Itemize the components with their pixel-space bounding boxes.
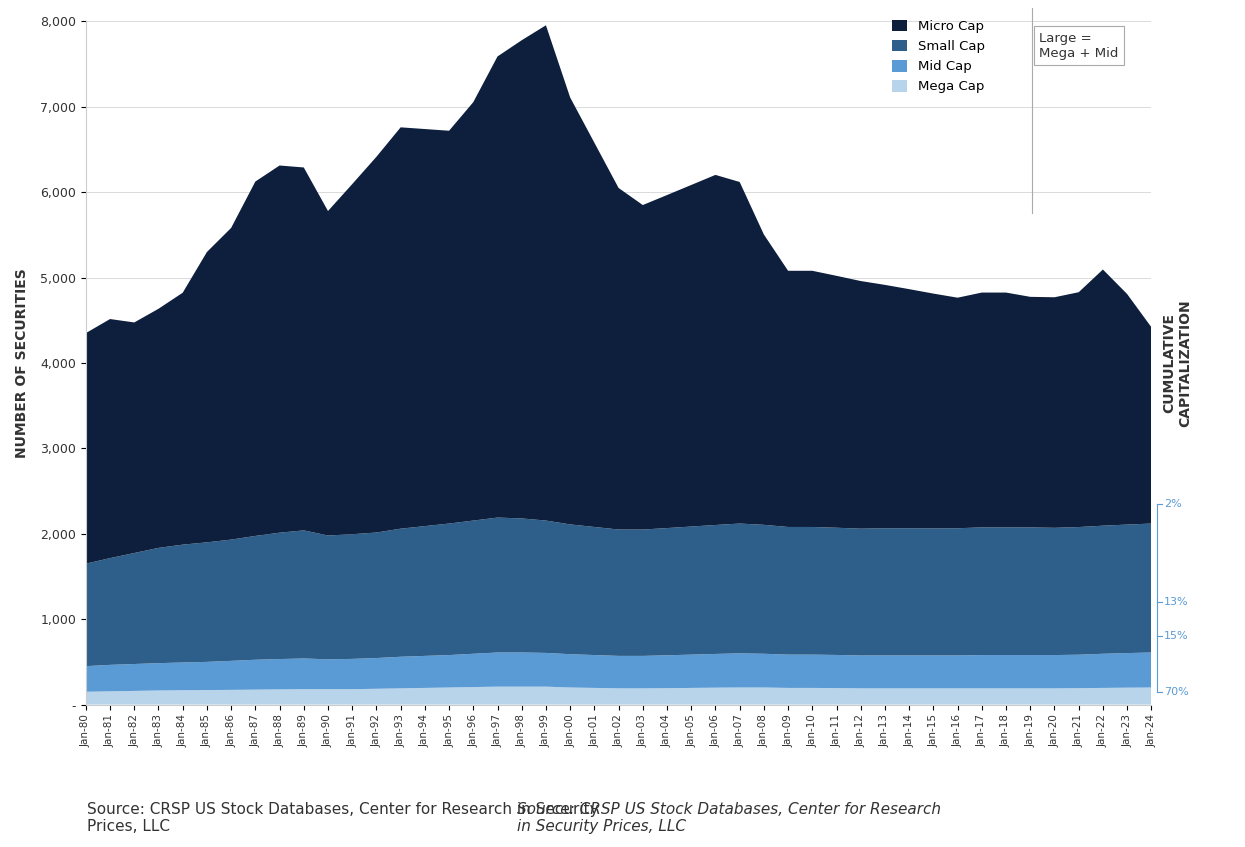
Text: Large =
Mega + Mid: Large = Mega + Mid <box>1040 31 1119 59</box>
Text: 70%: 70% <box>1164 687 1189 697</box>
Text: 15%: 15% <box>1164 631 1189 641</box>
Text: Source: CRSP US Stock Databases, Center for Research in Security
Prices, LLC: Source: CRSP US Stock Databases, Center … <box>87 802 599 834</box>
Y-axis label: CUMULATIVE
CAPITALIZATION: CUMULATIVE CAPITALIZATION <box>1163 299 1193 427</box>
Legend: Micro Cap, Small Cap, Mid Cap, Mega Cap: Micro Cap, Small Cap, Mid Cap, Mega Cap <box>886 14 990 98</box>
Text: 2%: 2% <box>1164 499 1182 509</box>
Text: Source: CRSP US Stock Databases, Center for Research
in Security Prices, LLC: Source: CRSP US Stock Databases, Center … <box>517 802 941 834</box>
Text: 13%: 13% <box>1164 597 1189 607</box>
Y-axis label: NUMBER OF SECURITIES: NUMBER OF SECURITIES <box>15 268 29 458</box>
